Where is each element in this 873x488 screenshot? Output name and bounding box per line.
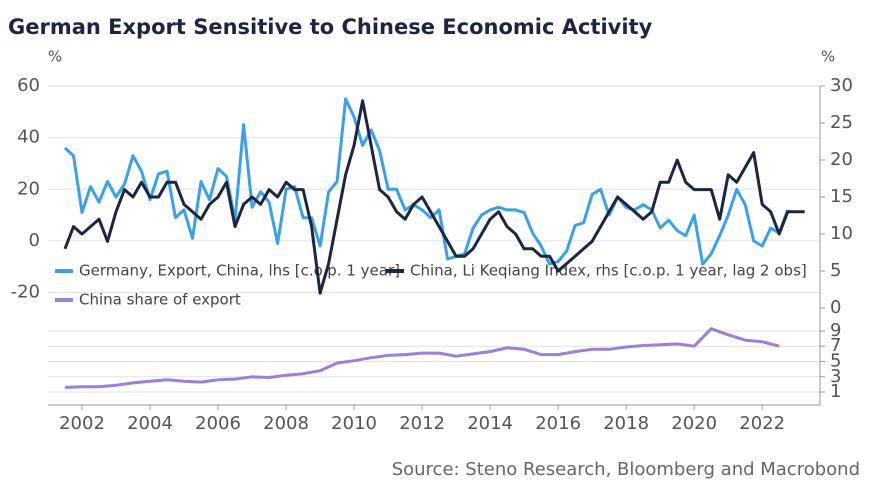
y2-tick-label: 10 xyxy=(830,223,853,244)
source-note: Source: Steno Research, Bloomberg and Ma… xyxy=(392,459,860,480)
y2-tick-label: 15 xyxy=(830,186,853,207)
y2-tick-label: 5 xyxy=(830,260,841,281)
y-axis-label: % xyxy=(48,48,62,66)
chart-title: German Export Sensitive to Chinese Econo… xyxy=(8,15,653,39)
x-tick-label: 2022 xyxy=(739,413,785,434)
y2-tick-label: 25 xyxy=(830,112,853,133)
y2-tick-label: 20 xyxy=(830,149,853,170)
y2-tick-label: 30 xyxy=(830,75,853,96)
y2-tick-label: 0 xyxy=(830,297,841,318)
x-tick-label: 2016 xyxy=(535,413,581,434)
series-line xyxy=(63,97,790,266)
y-tick-label: -20 xyxy=(11,282,40,303)
legend-label: Germany, Export, China, lhs [c.o.p. 1 ye… xyxy=(79,262,400,280)
x-tick-label: 2010 xyxy=(331,413,377,434)
x-tick-label: 2020 xyxy=(671,413,717,434)
y-tick-label: 1 xyxy=(830,381,841,402)
y-tick-label: 9 xyxy=(830,320,841,341)
y-tick-label: 60 xyxy=(17,75,40,96)
y-tick-label: 5 xyxy=(830,351,841,372)
legend-label: China share of export xyxy=(79,291,241,309)
series-line xyxy=(63,99,805,295)
y-tick-label: 0 xyxy=(29,230,40,251)
x-tick-label: 2008 xyxy=(263,413,309,434)
x-tick-label: 2014 xyxy=(467,413,513,434)
x-tick-label: 2006 xyxy=(195,413,241,434)
x-tick-label: 2012 xyxy=(399,413,445,434)
series-line xyxy=(64,327,780,389)
y-tick-label: 20 xyxy=(17,178,40,199)
x-tick-label: 2004 xyxy=(127,413,173,434)
x-tick-label: 2002 xyxy=(59,413,105,434)
legend-label: China, Li Keqiang Index, rhs [c.o.p. 1 y… xyxy=(410,262,807,280)
y2-axis-label: % xyxy=(821,48,835,66)
y-tick-label: 40 xyxy=(17,127,40,148)
x-tick-label: 2018 xyxy=(603,413,649,434)
y-tick-label: 3 xyxy=(830,366,841,387)
y-tick-label: 7 xyxy=(830,335,841,356)
